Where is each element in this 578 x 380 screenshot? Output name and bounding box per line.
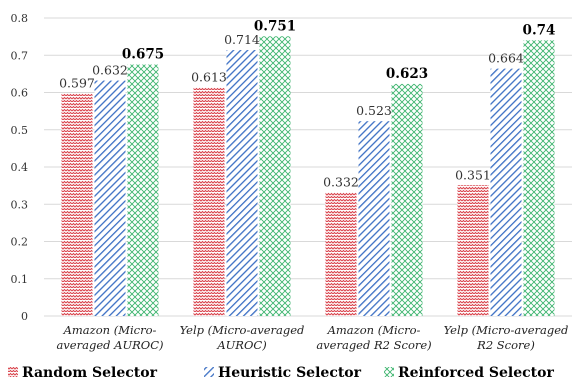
bar [226, 50, 258, 316]
bar [490, 68, 522, 316]
y-tick-label: 0.7 [11, 49, 29, 62]
category-label: Yelp (Micro-averaged [180, 323, 305, 337]
data-label: 0.74 [523, 22, 556, 38]
category-label: Amazon (Micro- [327, 323, 421, 337]
y-tick-label: 0.2 [11, 236, 29, 249]
legend-label: Random Selector [22, 365, 158, 380]
bar [127, 64, 159, 316]
bar [523, 40, 555, 316]
bar [391, 83, 423, 317]
bar [193, 87, 225, 316]
data-label: 0.751 [254, 18, 296, 34]
legend: Random Selector Heuristic Selector Reinfor… [8, 365, 554, 380]
bar [94, 80, 126, 316]
y-tick-label: 0.8 [11, 12, 29, 25]
data-label: 0.523 [356, 103, 392, 118]
data-label: 0.632 [92, 63, 128, 78]
bar [457, 185, 489, 316]
legend-swatch [384, 367, 394, 377]
y-tick-label: 0.4 [11, 161, 29, 174]
category-label: R2 Score) [476, 338, 535, 352]
category-labels: Amazon (Micro-averaged AUROC) Yelp (Micro… [56, 323, 568, 352]
data-label: 0.332 [323, 174, 359, 189]
data-label: 0.351 [455, 167, 491, 182]
legend-label: Reinforced Selector [398, 365, 554, 380]
category-label: Amazon (Micro- [63, 323, 157, 337]
data-label: 0.664 [488, 51, 524, 66]
bar [325, 192, 357, 316]
data-label: 0.597 [59, 76, 95, 91]
y-tick-label: 0.3 [11, 198, 29, 211]
y-axis-ticks: 0 0.1 0.2 0.3 0.4 0.5 0.6 0.7 0.8 [11, 12, 29, 323]
category-label: Yelp (Micro-averaged [444, 323, 569, 337]
data-label: 0.675 [122, 47, 164, 63]
legend-label: Heuristic Selector [218, 365, 362, 380]
data-label: 0.623 [386, 66, 428, 82]
category-label: averaged R2 Score) [316, 338, 431, 352]
legend-swatch [204, 367, 214, 377]
legend-swatch [8, 367, 18, 377]
y-tick-label: 0.6 [11, 87, 29, 100]
data-label: 0.714 [224, 32, 260, 47]
bar [61, 93, 93, 317]
data-label: 0.613 [191, 70, 227, 85]
bar [358, 121, 390, 317]
category-label: AUROC) [216, 338, 266, 352]
y-tick-label: 0.5 [11, 124, 29, 137]
bar [259, 36, 291, 316]
y-tick-label: 0 [21, 310, 28, 323]
category-label: averaged AUROC) [56, 338, 163, 352]
y-tick-label: 0.1 [11, 273, 29, 286]
bars [61, 36, 555, 317]
